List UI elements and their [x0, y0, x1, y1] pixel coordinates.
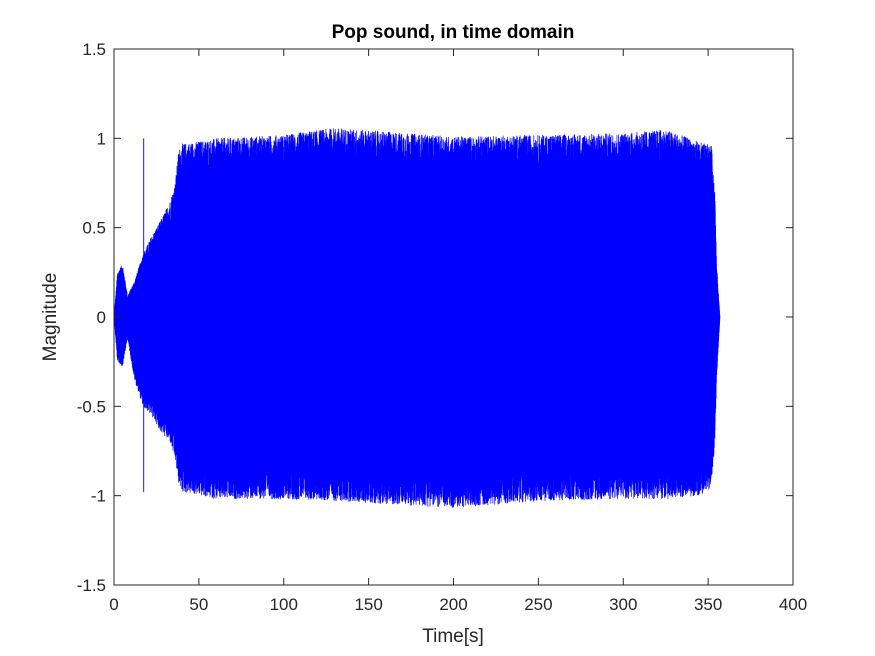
y-tick-label: 0 [97, 308, 106, 327]
x-tick-label: 150 [354, 595, 382, 614]
y-axis-label: Magnitude [40, 273, 61, 362]
x-tick-label: 300 [609, 595, 637, 614]
waveform [113, 128, 721, 508]
x-axis-label: Time[s] [422, 626, 484, 647]
waveform-line [113, 128, 721, 508]
y-tick-label: -1.5 [77, 576, 106, 595]
y-tick-label: -0.5 [77, 397, 106, 416]
x-tick-label: 0 [109, 595, 118, 614]
y-tick-label: 0.5 [82, 219, 106, 238]
x-tick-label: 200 [439, 595, 467, 614]
x-tick-label: 50 [189, 595, 208, 614]
x-tick-label: 100 [270, 595, 298, 614]
x-tick-label: 400 [779, 595, 807, 614]
tick-labels: 0 50 100 150 200 250 300 350 400 -1.5 -1 -0.5 0 0.5 1 1… [77, 40, 807, 614]
chart-title: Pop sound, in time domain [332, 22, 575, 43]
x-tick-label: 250 [524, 595, 552, 614]
y-tick-label: 1 [97, 129, 106, 148]
y-tick-label: -1 [91, 487, 106, 506]
x-tick-label: 350 [694, 595, 722, 614]
plot-area [113, 48, 794, 586]
y-tick-label: 1.5 [82, 40, 106, 59]
axes-box [113, 48, 794, 586]
